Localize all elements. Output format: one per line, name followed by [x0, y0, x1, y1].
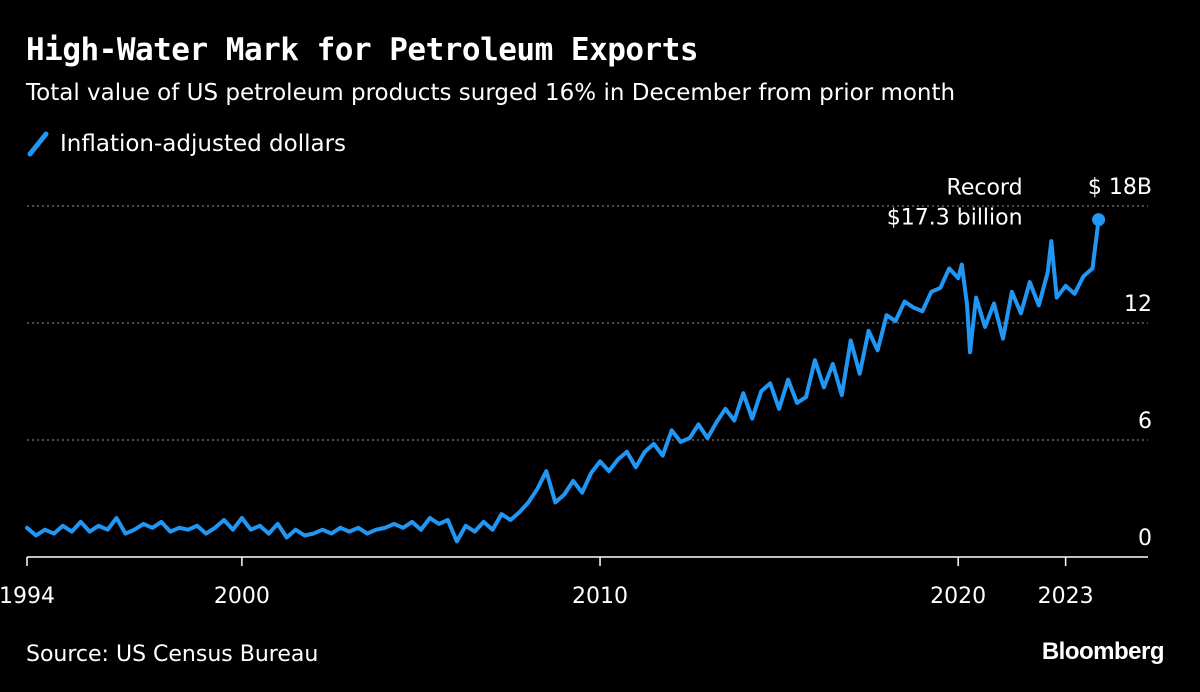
series-line: [25, 217, 1101, 544]
source-note: Source: US Census Bureau: [26, 642, 319, 667]
annotation-text: $17.3 billion: [887, 206, 1023, 231]
y-tick-label: 12: [1124, 292, 1152, 317]
chart-subtitle: Total value of US petroleum products sur…: [26, 80, 956, 106]
y-tick-label: 0: [1138, 526, 1152, 551]
legend: Inflation-adjusted dollars: [26, 131, 346, 157]
y-tick-label: 6: [1138, 409, 1152, 434]
x-tick-label: 2000: [214, 584, 270, 609]
x-tick-label: 2010: [572, 584, 628, 609]
record-annotation: Record $17.3 billion: [887, 176, 1023, 231]
y-axis-labels: 0 6 12 $ 18B: [1088, 175, 1152, 551]
x-axis: 1994 2000 2010 2020 2023: [0, 556, 1148, 609]
x-tick-label: 1994: [0, 584, 55, 609]
x-tick-label: 2023: [1038, 584, 1094, 609]
chart-title: High-Water Mark for Petroleum Exports: [26, 32, 699, 68]
gridlines: [27, 205, 1148, 441]
x-tick-label: 2020: [930, 584, 986, 609]
y-tick-label: $ 18B: [1088, 175, 1152, 200]
bloomberg-logo: Bloomberg: [1041, 638, 1165, 665]
legend-line-swatch-icon: [27, 131, 49, 157]
annotation-text: Record: [947, 176, 1023, 201]
record-point-marker: [1092, 213, 1106, 227]
legend-label: Inflation-adjusted dollars: [60, 131, 347, 157]
series-layer: [25, 213, 1106, 544]
